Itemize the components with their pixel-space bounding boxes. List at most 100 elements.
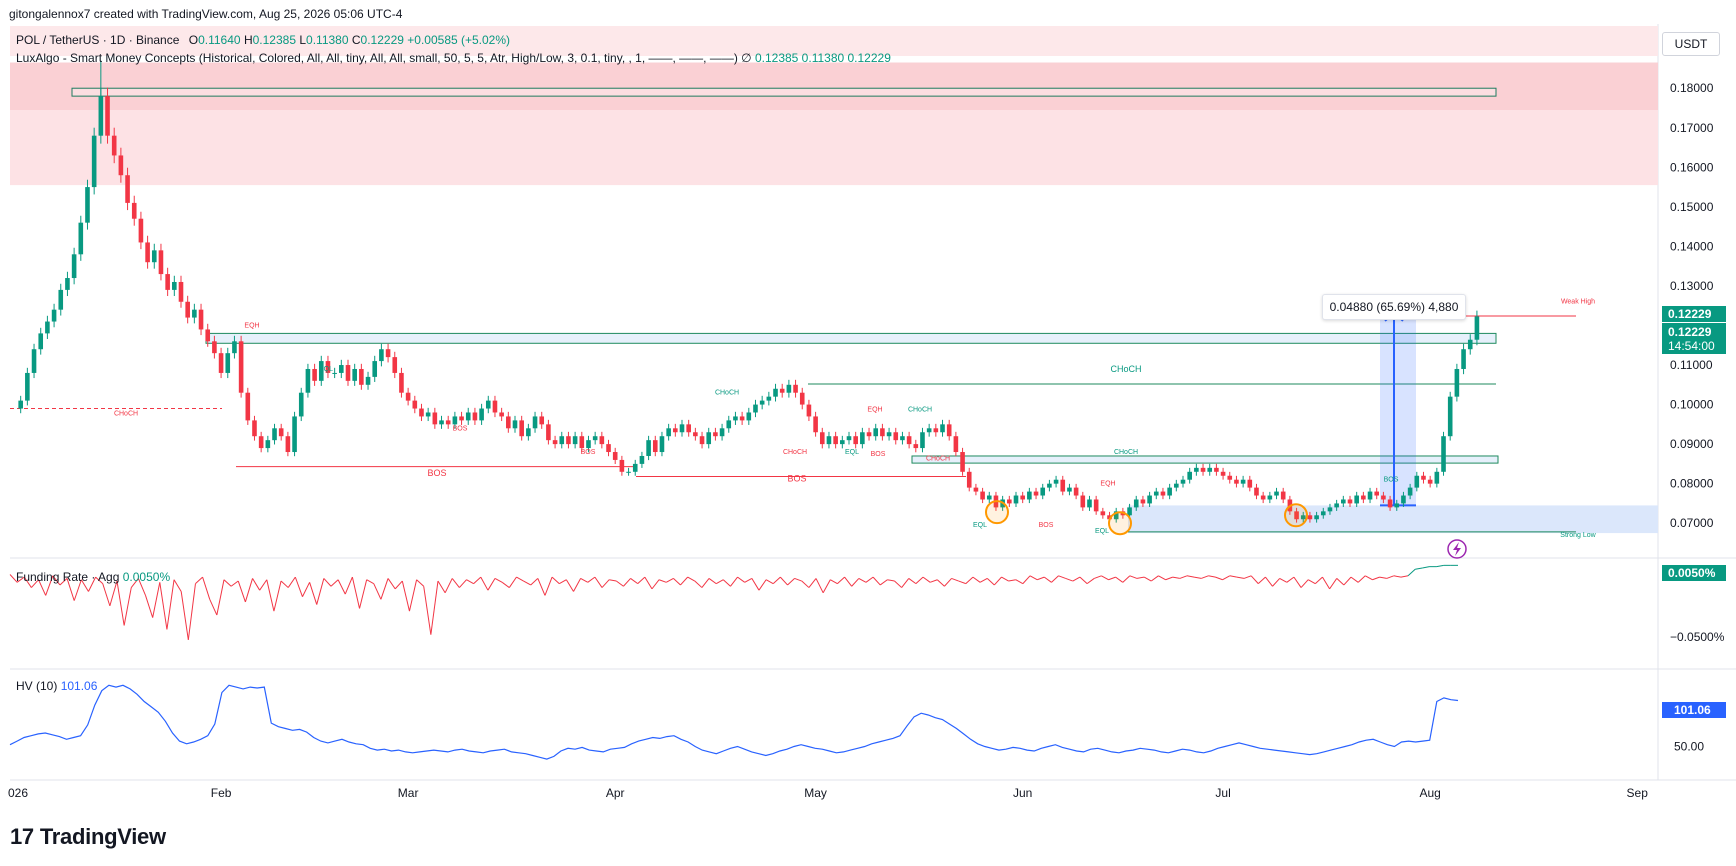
funding-line-segment: [373, 583, 382, 600]
funding-line-segment: [1300, 579, 1309, 588]
funding-line-segment: [195, 576, 203, 585]
candle: [619, 459, 625, 472]
candle: [359, 368, 364, 385]
hv-axis-tick: 50.00: [1674, 740, 1704, 754]
candle: [445, 420, 451, 425]
funding-line-segment: [1315, 576, 1323, 585]
candle: [652, 440, 658, 453]
smc-label-bos_big1: BOS: [427, 468, 446, 478]
candle: [746, 412, 752, 421]
candle: [1394, 503, 1400, 508]
funding-line-segment: [594, 576, 603, 588]
funding-line-segment: [837, 576, 845, 585]
funding-line-segment: [16, 576, 25, 583]
funding-line-segment: [1279, 577, 1288, 583]
funding-line-segment: [130, 578, 139, 588]
funding-line-segment: [216, 579, 225, 616]
funding-line-segment: [1286, 576, 1295, 583]
candle: [111, 135, 117, 156]
measure-range: [1380, 310, 1416, 506]
highlight-circle: [1108, 511, 1132, 536]
candle: [278, 428, 284, 437]
funding-line-segment: [1329, 578, 1338, 590]
candle: [612, 452, 618, 460]
candle: [1080, 495, 1086, 508]
candle: [272, 428, 277, 441]
indicator-legend[interactable]: LuxAlgo - Smart Money Concepts (Historic…: [16, 51, 891, 65]
hv-badge-text: 101.06: [1674, 703, 1711, 717]
candle: [252, 420, 257, 437]
candle: [1053, 479, 1059, 484]
time-axis-tick: Mar: [398, 786, 419, 800]
funding-line-segment: [1001, 576, 1009, 582]
candle: [138, 218, 144, 243]
candle: [853, 436, 858, 445]
funding-line-segment: [858, 577, 867, 583]
candle: [325, 361, 331, 373]
funding-line-segment: [302, 582, 311, 597]
funding-line-segment: [730, 576, 738, 587]
candle: [526, 428, 531, 437]
candle: [312, 368, 317, 381]
candle: [940, 424, 945, 433]
funding-line-segment: [416, 579, 425, 587]
currency-button[interactable]: USDT: [1662, 32, 1720, 56]
smc-label-eql3: EQL: [973, 522, 987, 529]
candle: [1447, 396, 1453, 437]
candle: [1093, 499, 1099, 512]
funding-line-segment: [1250, 575, 1259, 584]
funding-line-segment: [159, 582, 168, 630]
lightning-icon: [1453, 542, 1461, 556]
candle: [218, 353, 224, 373]
candle: [1020, 495, 1025, 500]
highlight-circle: [985, 500, 1009, 525]
symbol-name: POL / TetherUS · 1D · Binance: [16, 33, 180, 47]
funding-line-segment: [758, 579, 767, 591]
funding-line-segment: [323, 578, 332, 587]
candle: [799, 392, 805, 405]
candle: [238, 341, 244, 393]
candle: [292, 416, 297, 453]
candle: [1107, 515, 1112, 520]
candle: [779, 388, 785, 393]
candle: [1327, 507, 1333, 512]
funding-line-segment: [266, 579, 275, 612]
candle: [819, 432, 825, 445]
low-label: L: [299, 33, 307, 47]
funding-line-segment: [951, 577, 959, 582]
candle: [960, 452, 965, 472]
candle: [1013, 495, 1019, 504]
funding-line-segment: [1236, 576, 1245, 579]
funding-line-segment: [123, 587, 132, 626]
funding-line-segment: [537, 578, 546, 596]
candle: [172, 281, 177, 290]
candle: [906, 436, 912, 445]
smc-label-eqh3: EQH: [1100, 481, 1115, 488]
indicator-values: 0.12385 0.11380 0.12229: [754, 51, 891, 65]
candle: [1434, 471, 1440, 484]
last-price-tag-2: [1662, 323, 1726, 354]
tradingview-logo-text: TradingView: [39, 824, 166, 849]
candle: [552, 440, 558, 445]
candle: [813, 416, 818, 433]
candle: [305, 368, 311, 393]
funding-line-segment: [1422, 566, 1430, 569]
candle: [559, 436, 565, 445]
candle: [339, 365, 344, 373]
funding-line-segment: [473, 576, 482, 585]
funding-line-segment: [965, 576, 974, 585]
candle: [766, 396, 772, 401]
funding-line-segment: [9, 574, 18, 583]
candle: [1361, 495, 1366, 500]
funding-line-segment: [59, 578, 68, 586]
funding-line-segment: [993, 576, 1002, 586]
indicator-name: LuxAlgo - Smart Money Concepts (Historic…: [16, 51, 738, 65]
funding-line-segment: [1208, 575, 1216, 578]
candle: [198, 309, 204, 330]
candle: [405, 392, 411, 401]
candle: [973, 487, 979, 492]
symbol-legend: POL / TetherUS · 1D · Binance O0.11640 H…: [16, 33, 510, 47]
funding-line-segment: [466, 579, 474, 585]
candle: [1347, 499, 1353, 504]
